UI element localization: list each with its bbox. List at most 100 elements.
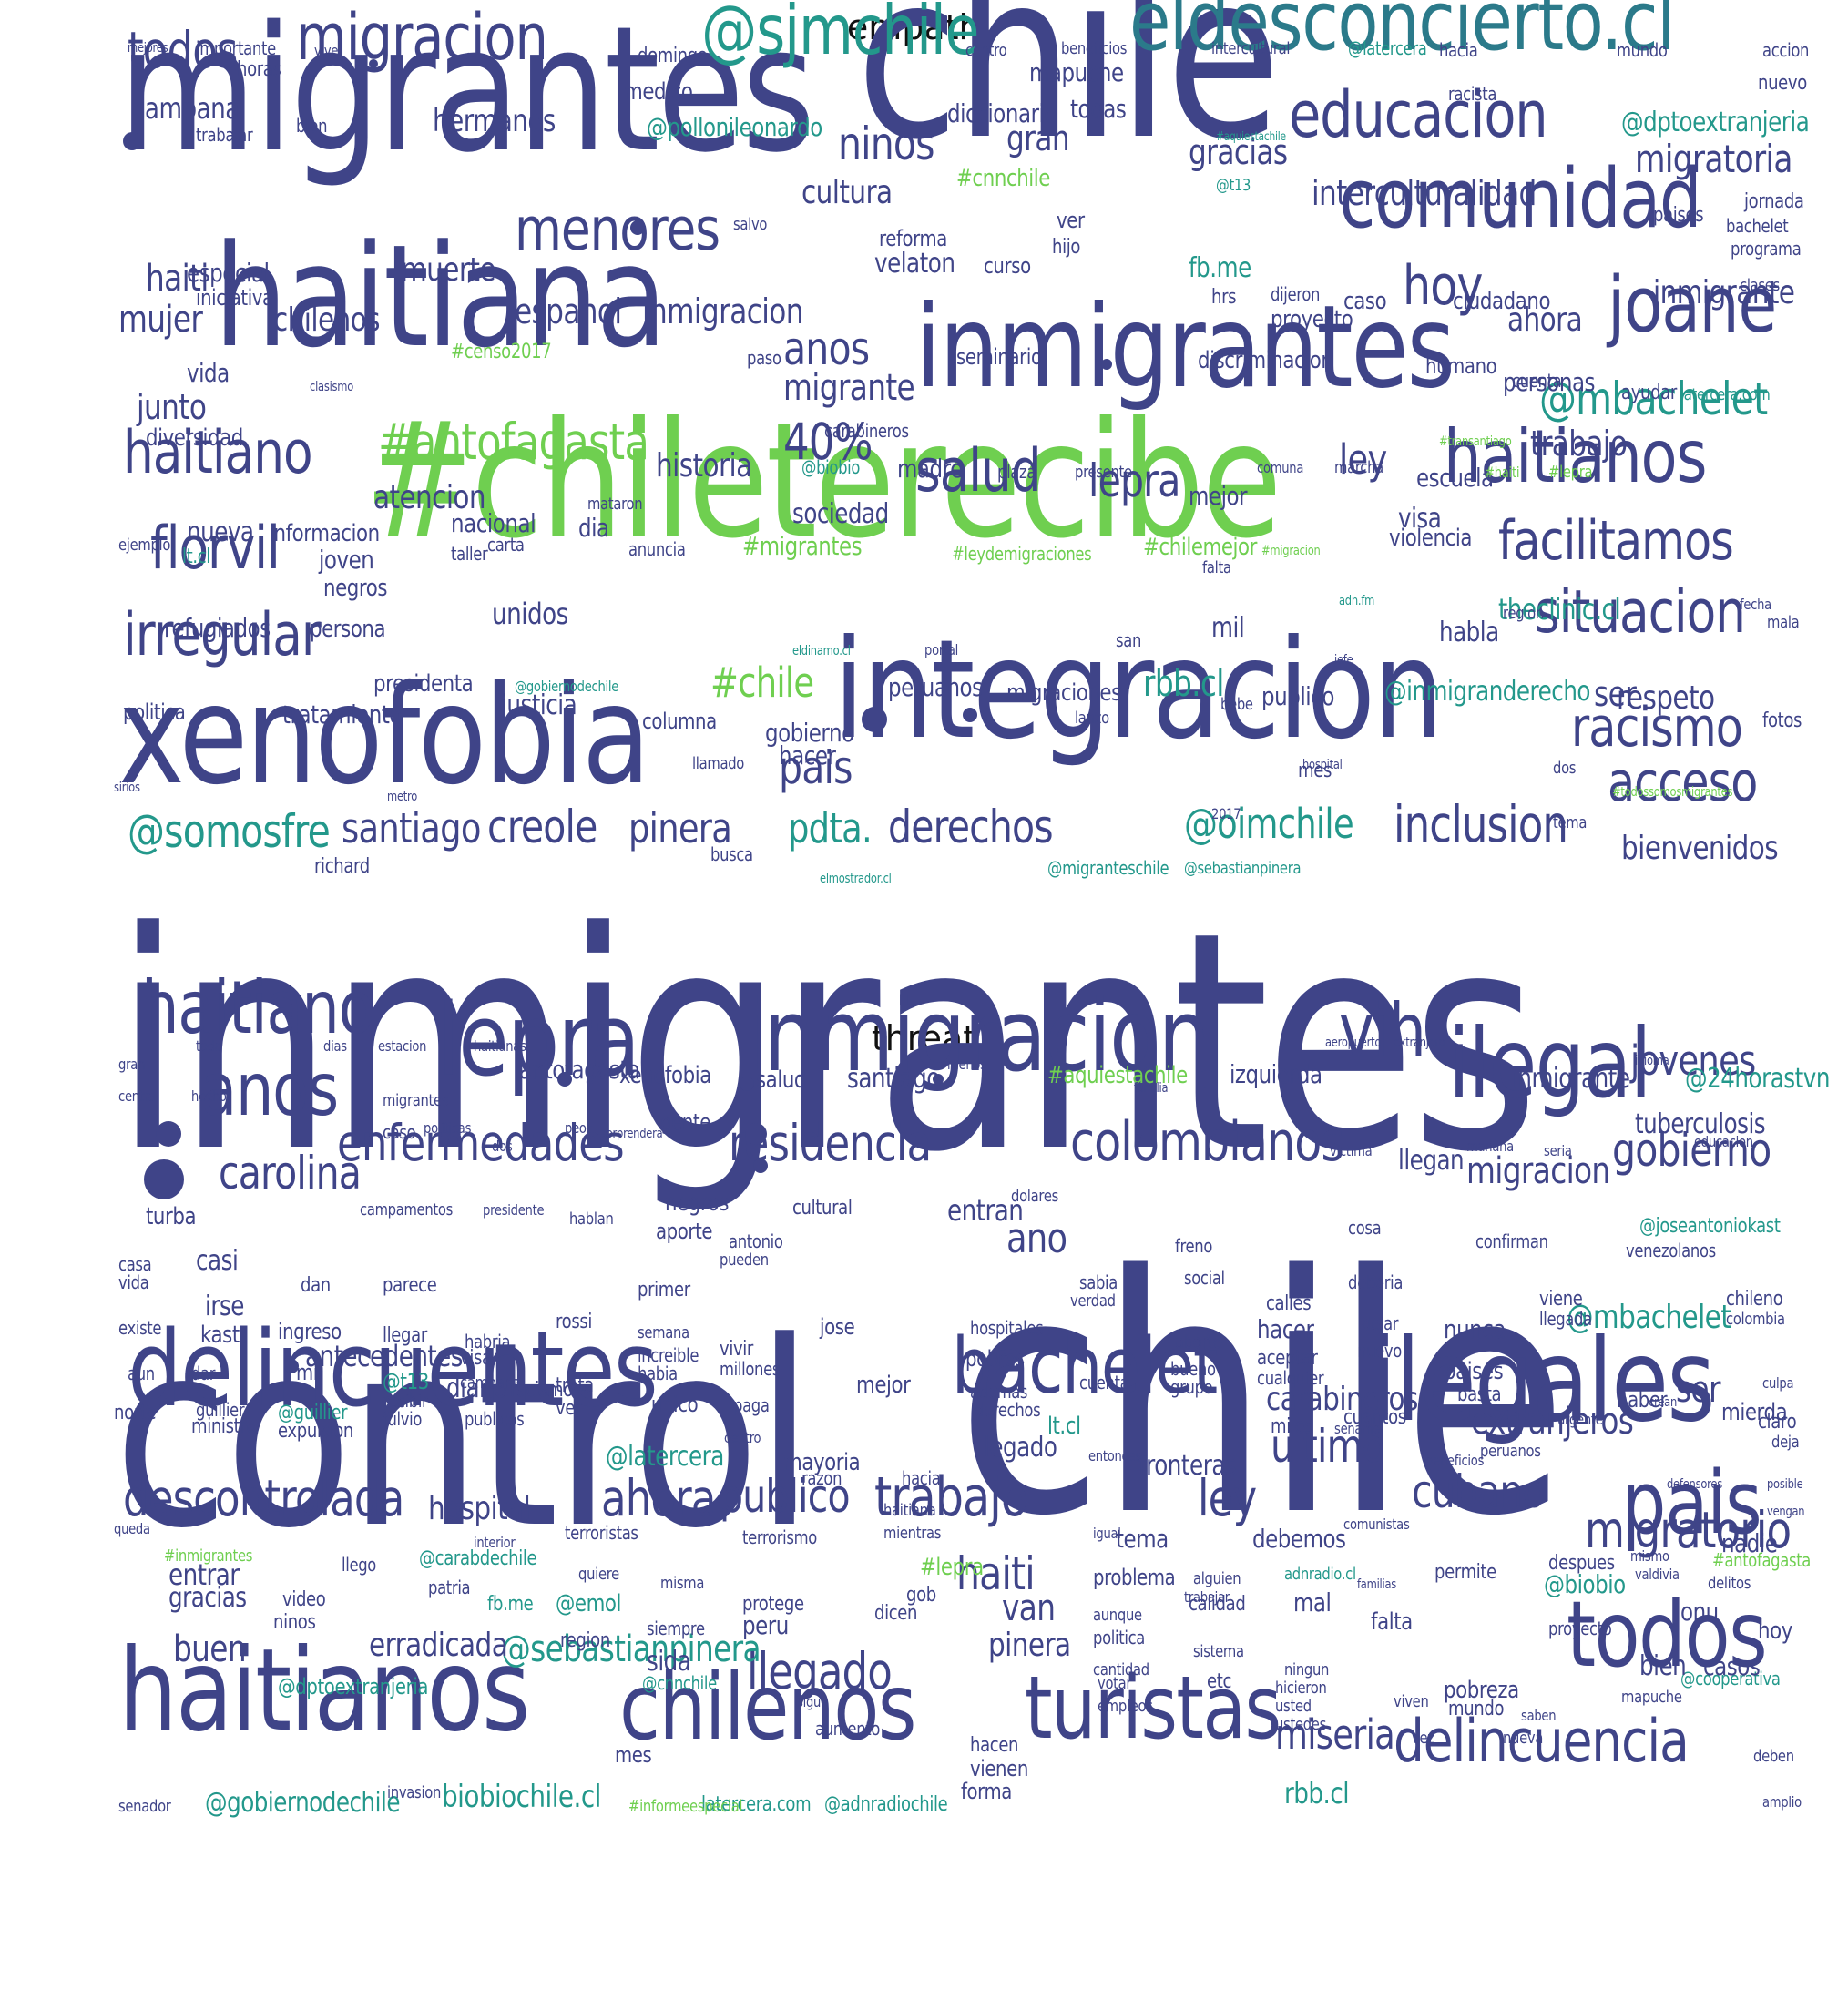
cloud-word: #migracion [1261,544,1321,559]
cloud-word: refugiados [164,613,271,644]
cloud-word: justicia [501,689,577,721]
cloud-word: amplio [1762,1793,1802,1811]
cloud-word: igual [1093,1525,1121,1543]
cloud-word: menos [947,1056,986,1074]
cloud-word: san [1116,629,1142,651]
cloud-word: #antofagasta [1712,1549,1812,1571]
cloud-word: inmigrante [1512,1062,1630,1095]
cloud-word: hoy [1403,254,1483,318]
cloud-word: @gobiernodechile [515,678,619,696]
cloud-word: @mbachelet [1539,372,1768,425]
cloud-word: chileno [1726,1288,1783,1311]
cloud-word: santiago [342,803,481,852]
cloud-word: @somosfre [128,804,331,858]
cloud-word: vida [187,358,230,389]
cloud-word: peruanos [1480,1441,1541,1461]
cloud-word: casa [118,1253,152,1275]
cloud-word: vive [314,42,339,60]
cloud-word: nuevo [1357,1340,1402,1362]
cloud-word: basta [1457,1383,1502,1407]
cloud-word: despues [1548,1552,1615,1576]
cloud-word: ayudar [1621,382,1677,405]
cloud-word: mejor [1189,481,1248,512]
cloud-word: entrar [168,1556,240,1592]
cloud-word: sorprendera [601,1127,663,1142]
cloud-word: comunidad [1339,150,1702,247]
cloud-word: grupo [1170,1376,1213,1398]
cloud-word: especial [187,258,270,289]
cloud-word: gente [660,1108,710,1135]
cloud-dot [156,1121,181,1147]
cloud-word: facilitamos [1498,509,1734,573]
cloud-word: existe [118,1317,162,1339]
cloud-word: haitianas [474,1037,526,1056]
cloud-word: bachelet [952,1321,1218,1412]
cloud-word: llamado [692,753,745,773]
cloud-word: publico [720,1469,851,1523]
cloud-word: joven [319,545,374,576]
cloud-word: votar [1098,1673,1132,1693]
cloud-word: llegado [747,1642,893,1701]
cloud-word: mejor [856,1371,911,1399]
cloud-word: aunque [1093,1605,1142,1625]
cloud-word: hospitales [970,1317,1044,1339]
cloud-word: social [1184,1267,1225,1289]
cloud-word: migrantes [383,1090,449,1110]
cloud-word: colombianos [1070,1110,1344,1174]
threat-panel: threat inmigrantes control chile inmigracio… [0,893,1848,1990]
cloud-word: haber [1617,1386,1668,1413]
cloud-word: reforma [879,225,947,251]
cloud-word: deben [1753,1746,1794,1766]
cloud-word: dos [1553,758,1577,778]
cloud-word: hijo [1052,236,1081,260]
cloud-word: 40% [783,413,873,472]
cloud-word: ustedes [1275,1714,1326,1734]
cloud-word: eldinamo.cl [792,644,851,659]
cloud-word: jefe [1334,653,1353,668]
cloud-word: hacer [779,740,836,771]
cloud-word: campana [132,90,240,126]
cloud-word: verdad [1070,1291,1116,1311]
cloud-word: posible [1767,1477,1803,1493]
cloud-word: #censo2017 [451,341,552,364]
cloud-word: nueva [1503,1728,1544,1748]
cloud-word: turistas [1025,1658,1281,1760]
cloud-word: carolina [219,1146,362,1199]
cloud-word: informacion [269,519,380,547]
cloud-word: mierda [1721,1398,1788,1426]
cloud-word: bienvenidos [1621,830,1779,868]
cloud-word: habia [638,1362,678,1384]
cloud-word: #antofagasta [378,413,649,472]
cloud-word: @adnradiochile [824,1793,948,1817]
cloud-word: venezolanos [1626,1240,1716,1261]
cloud-word: respeto [1617,679,1715,718]
cloud-word: todos [1567,1581,1768,1688]
cloud-word: tema [1116,1524,1169,1555]
cloud-word: dia [578,513,609,544]
cloud-word: mil [1211,611,1245,644]
cloud-word: terrorismo [742,1526,817,1548]
cloud-word: clases [1740,275,1780,295]
cloud-word: mayoria [783,1448,861,1476]
cloud-word: dolares [1011,1186,1059,1206]
cloud-word: entran [947,1192,1024,1228]
cloud-word: atencion [373,479,486,517]
cloud-word: millones [720,1358,781,1380]
cloud-word: viven [1394,1691,1429,1711]
cloud-word: guillier [196,1399,245,1421]
cloud-dot [1198,1070,1216,1088]
cloud-word: @migranteschile [1047,857,1169,879]
cloud-word: tuberculosis [1635,1107,1766,1140]
cloud-word: aeropuerto [1325,1036,1382,1051]
cloud-word: gobierno [1612,1123,1771,1177]
cloud-word: casos [1703,1651,1761,1682]
cloud-word: carabineros [824,420,909,442]
cloud-word: haitiana [214,214,667,380]
cloud-word: casi [196,1244,239,1277]
cloud-word: nacional [451,508,536,539]
cloud-word: inclusion [1394,795,1568,854]
cloud-word: valdivia [1635,1566,1680,1584]
cloud-word: delitos [1708,1573,1751,1593]
cloud-word: #chilemejor [1143,533,1257,561]
cloud-word: comunistas [1343,1515,1410,1534]
